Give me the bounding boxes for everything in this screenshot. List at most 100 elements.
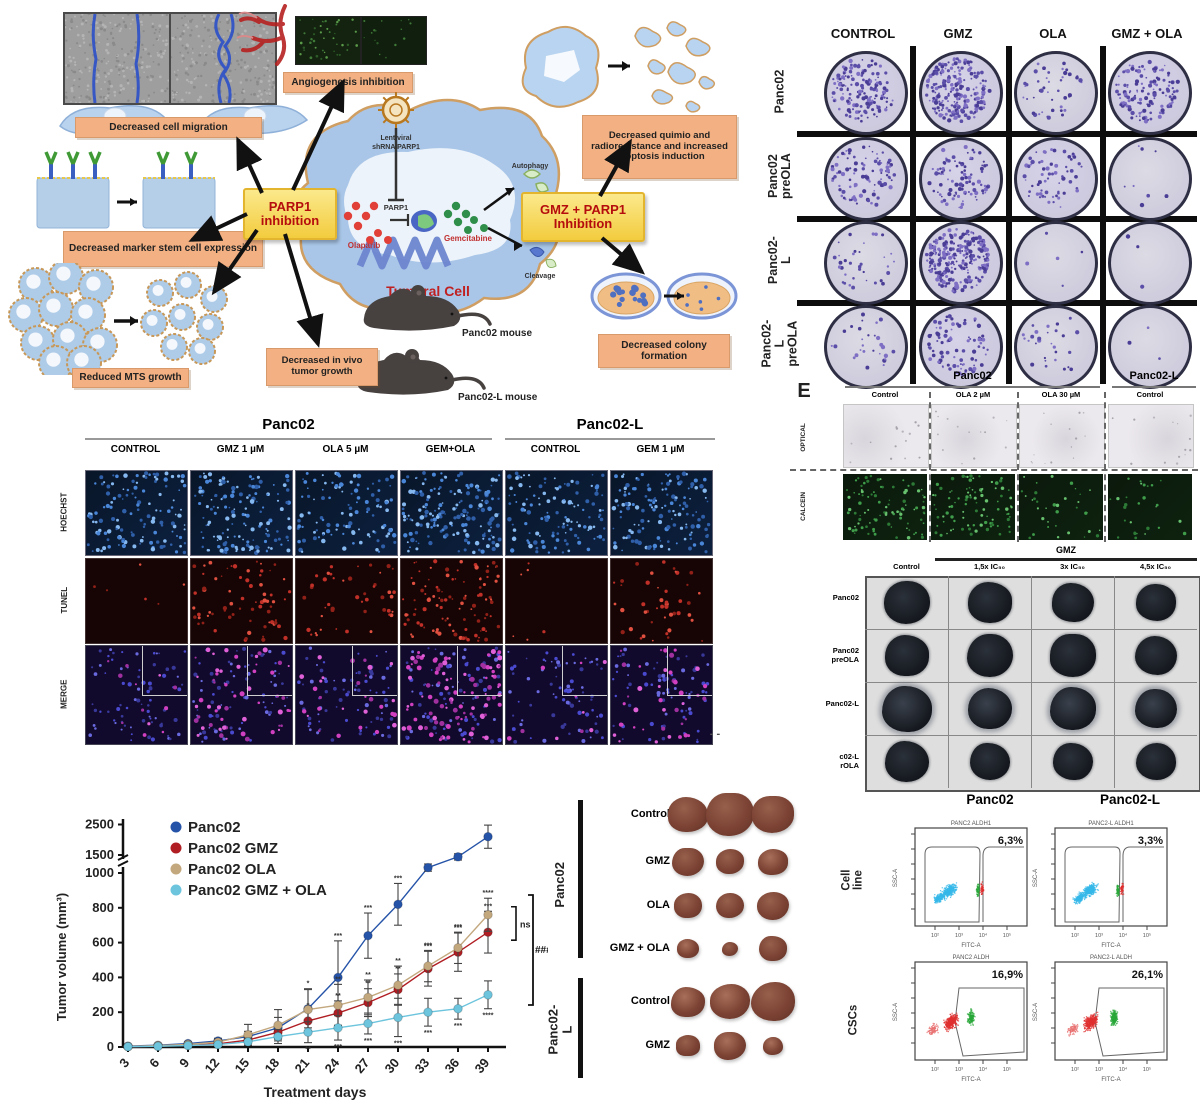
microscopy-col-label: GEM 1 µM (636, 444, 685, 455)
svg-text:15: 15 (232, 1055, 253, 1076)
gmz-parp1-inhibition-box: GMZ + PARP1 Inhibition (521, 192, 645, 242)
tunel-speckles (402, 559, 501, 643)
optical-speckles (1111, 414, 1192, 465)
tunel-speckles (192, 560, 292, 642)
spheroid-blob (884, 741, 929, 782)
label-quimio: Decreased quimio and radioresistance and… (582, 115, 737, 179)
svg-text:***: *** (454, 1023, 462, 1030)
flow-plot-svg: PANC2 ALDH1 10² 10³ 10⁴ 10⁵ FITC-A SSC-A 6,3% (893, 821, 1028, 949)
spheroid-row-label: Panc02 (832, 592, 859, 602)
panel-e-col-label: OLA 2 µM (955, 390, 991, 399)
panel-e-col-label: Control (871, 390, 899, 399)
microscopy-group-header: Panc02-L (576, 416, 644, 433)
blood-vessel-drawing (233, 4, 295, 68)
hoechst-image (190, 470, 293, 556)
colony-dots (1127, 326, 1161, 360)
tunel-speckles (512, 562, 546, 641)
svg-text:Lentiviral: Lentiviral (380, 135, 411, 142)
svg-text:6: 6 (146, 1055, 162, 1070)
calcein-speckles (1109, 477, 1187, 540)
tunel-speckles (613, 560, 704, 642)
optical-image (1108, 404, 1194, 468)
svg-text:200: 200 (92, 1004, 114, 1019)
tumor-photo (714, 1031, 746, 1060)
colony-well (824, 137, 908, 221)
svg-text:Panc02: Panc02 (188, 819, 241, 836)
label-invivo: Decreased in vivo tumor growth (266, 348, 378, 386)
panel-e-row-label: CALCEIN (799, 491, 807, 521)
svg-text:###: ### (535, 945, 548, 956)
panel-e-letter: E (797, 380, 811, 402)
merge-blue-speckles (297, 646, 394, 742)
hoechst-image (505, 470, 608, 556)
colony-well (824, 51, 908, 135)
colony-dots (1125, 234, 1145, 289)
tumor-photo (676, 1035, 700, 1057)
calcein-image (931, 474, 1015, 540)
spheroid-gmz-line (935, 558, 1197, 561)
vessel-sketch (236, 4, 287, 66)
panel-e-group-header: Panc02 (953, 370, 992, 382)
cell-clusters-drawing (8, 263, 230, 375)
svg-text:1000: 1000 (85, 865, 114, 880)
tumor-photo (757, 891, 789, 920)
calcein-speckles (932, 474, 1013, 537)
microscopy-group-line (505, 438, 715, 440)
hoechst-image (85, 470, 188, 556)
tumor-row-label: GMZ + OLA (609, 942, 670, 954)
tumor-photo (706, 793, 754, 836)
colony-grid-line-h (797, 131, 1197, 137)
optical-speckles (1030, 411, 1086, 464)
colony-well (1014, 305, 1098, 389)
svg-text:39: 39 (472, 1055, 493, 1076)
hoechst-speckles (507, 471, 606, 554)
tumor-photo (716, 849, 744, 875)
hoechst-image (295, 470, 398, 556)
hoechst-image (400, 470, 503, 556)
colony-row-label: Panc02-L (765, 236, 794, 284)
svg-text:***: *** (394, 1041, 402, 1048)
panel-e-dash-v (929, 392, 931, 542)
panel-e-group-line (1112, 386, 1196, 388)
flow-col-title: Panc02 (966, 792, 1014, 807)
colony-well (1108, 51, 1192, 135)
spheroid-blob (1135, 743, 1176, 780)
flow-plot: PANC2-L ALDH 10² 10³ 10⁴ 10⁵ FITC-A SSC-A 26,1% (1027, 950, 1177, 1088)
calcein-speckles (1020, 474, 1101, 540)
svg-text:24: 24 (322, 1055, 343, 1076)
calcein-image (1108, 474, 1192, 540)
spheroid-blob (881, 685, 932, 732)
hoechst-speckles (611, 471, 711, 554)
spheroid-blob (967, 582, 1012, 623)
petri-dishes (590, 272, 738, 320)
colony-well (1108, 221, 1192, 305)
calcein-image (1019, 474, 1103, 540)
panel-e: E Panc02 Panc02-L Control OLA 2 µM OLA 30 µM… (790, 368, 1200, 553)
svg-text:12: 12 (202, 1055, 223, 1076)
merge-inset-box (456, 646, 502, 696)
flow-col-title: Panc02-L (1099, 792, 1161, 807)
colony-well (824, 305, 908, 389)
stray-marks: - - (709, 728, 721, 740)
panel-e-dash-v (1017, 392, 1019, 542)
microscopy-row-label: TUNEL (59, 586, 69, 614)
colony-col-header: CONTROL (830, 26, 896, 41)
scratch-lines (65, 14, 169, 103)
svg-text:Tumor volume (mm³): Tumor volume (mm³) (54, 893, 69, 1021)
spheroid-blob (969, 743, 1010, 780)
merge-magenta-speckles (612, 648, 708, 744)
svg-text:ns: ns (520, 919, 531, 929)
spheroid-row-label: c02-L rOLA (839, 751, 859, 770)
flow-plot: PANC2 ALDH1 10² 10³ 10⁴ 10⁵ FITC-A SSC-A 6,3% (887, 816, 1037, 954)
label-reduced-mts: Reduced MTS growth (72, 368, 189, 388)
hoechst-speckles (86, 471, 187, 555)
cell-clusters (8, 263, 228, 375)
svg-text:***: *** (424, 1030, 432, 1037)
optical-image (1019, 404, 1105, 468)
tumor-row-label: OLA (646, 899, 670, 911)
colony-grid-line-h (797, 300, 1197, 306)
hoechst-speckles (401, 471, 502, 555)
colony-col-header: GMZ + OLA (1111, 26, 1183, 41)
label-decreased-migration: Decreased cell migration (75, 117, 262, 138)
angio-speckles (299, 18, 359, 60)
